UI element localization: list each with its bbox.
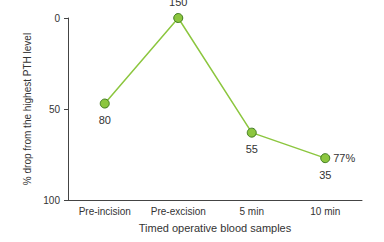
svg-text:0: 0	[54, 13, 60, 24]
svg-text:5 min: 5 min	[240, 206, 264, 217]
svg-text:80: 80	[99, 114, 111, 126]
svg-text:Pre-excision: Pre-excision	[151, 206, 206, 217]
svg-text:10 min: 10 min	[310, 206, 340, 217]
svg-text:55: 55	[246, 143, 258, 155]
svg-text:100: 100	[43, 195, 60, 206]
svg-text:50: 50	[49, 104, 61, 115]
svg-text:% drop from the highest PTH le: % drop from the highest PTH level	[22, 33, 33, 185]
svg-text:Pre-incision: Pre-incision	[79, 206, 131, 217]
svg-text:77%: 77%	[333, 152, 355, 164]
svg-text:35: 35	[319, 169, 331, 181]
svg-text:150: 150	[169, 0, 187, 8]
svg-text:Timed operative blood samples: Timed operative blood samples	[139, 222, 292, 234]
